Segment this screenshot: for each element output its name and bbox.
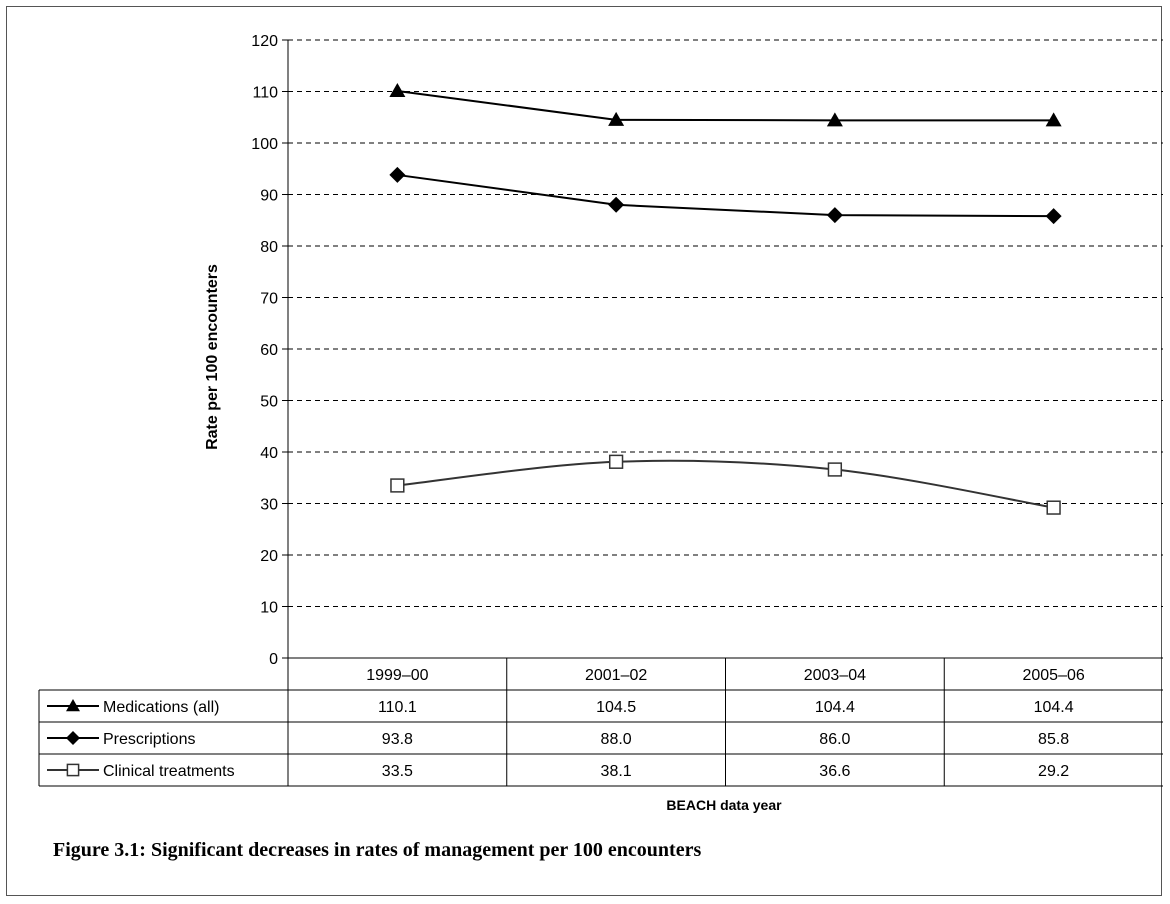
data-table-value: 93.8 [382, 731, 413, 748]
square-marker [1046, 500, 1061, 515]
series-line [397, 89, 1054, 122]
data-table-value: 88.0 [601, 731, 632, 748]
data-table-value: 104.4 [815, 699, 855, 716]
data-table-value: 86.0 [819, 731, 850, 748]
triangle-marker [826, 112, 843, 127]
triangle-marker [66, 699, 80, 712]
y-tick-label: 50 [260, 394, 278, 411]
diamond-marker [608, 196, 625, 213]
triangle-marker [389, 82, 406, 97]
square-marker [608, 454, 624, 469]
y-axis-label: Rate per 100 encounters [204, 264, 221, 450]
series-line [397, 173, 1054, 218]
legend-label: Clinical treatments [103, 763, 235, 780]
diamond-marker [66, 731, 80, 745]
data-table-value: 104.5 [596, 699, 636, 716]
y-tick-label: 20 [260, 548, 278, 565]
figure-caption: Figure 3.1: Significant decreases in rat… [53, 839, 702, 861]
legend-label: Medications (all) [103, 699, 219, 716]
data-table-value: 85.8 [1038, 731, 1069, 748]
axes: 0 10 20 30 40 50 60 70 80 90 100 110 120 [251, 33, 289, 668]
x-axis-label: BEACH data year [666, 797, 782, 813]
y-tick-label: 90 [260, 188, 278, 205]
data-table-value: 110.1 [378, 699, 417, 716]
data-table-value: 33.5 [382, 763, 413, 780]
data-table: 1999–00 2001–02 2003–04 2005–06 Medications … [38, 657, 1163, 787]
y-tick-label: 10 [260, 600, 278, 617]
triangle-marker [608, 111, 625, 126]
legend-label: Prescriptions [103, 731, 195, 748]
x-category-label: 2005–06 [1022, 667, 1084, 684]
gridlines [288, 39, 1163, 607]
y-tick-label: 100 [251, 136, 278, 153]
series-line [397, 459, 1054, 509]
y-tick-label: 120 [251, 33, 278, 50]
data-table-value: 29.2 [1038, 763, 1069, 780]
square-marker [827, 462, 843, 477]
diamond-marker [1045, 208, 1062, 225]
x-category-label: 2001–02 [585, 667, 647, 684]
square-marker [390, 478, 405, 493]
triangle-marker [1045, 112, 1062, 127]
diamond-marker [826, 207, 843, 224]
square-marker [66, 763, 80, 777]
diamond-marker [389, 166, 406, 183]
data-table-value: 36.6 [819, 763, 850, 780]
y-tick-label: 40 [260, 445, 278, 462]
y-tick-label: 30 [260, 497, 278, 514]
y-tick-label: 60 [260, 342, 278, 359]
figure-frame: 0 10 20 30 40 50 60 70 80 90 100 110 120 1999–00 2001… [6, 6, 1163, 896]
y-tick-label: 70 [260, 291, 278, 308]
x-category-label: 1999–00 [366, 667, 428, 684]
y-tick-label: 0 [269, 651, 278, 668]
data-table-value: 38.1 [601, 763, 632, 780]
series-lines [389, 82, 1062, 515]
y-tick-label: 80 [260, 239, 278, 256]
line-chart: 0 10 20 30 40 50 60 70 80 90 100 110 120 1999–00 2001… [38, 33, 1163, 813]
x-category-label: 2003–04 [804, 667, 866, 684]
data-table-value: 104.4 [1034, 699, 1074, 716]
y-tick-label: 110 [252, 85, 278, 102]
